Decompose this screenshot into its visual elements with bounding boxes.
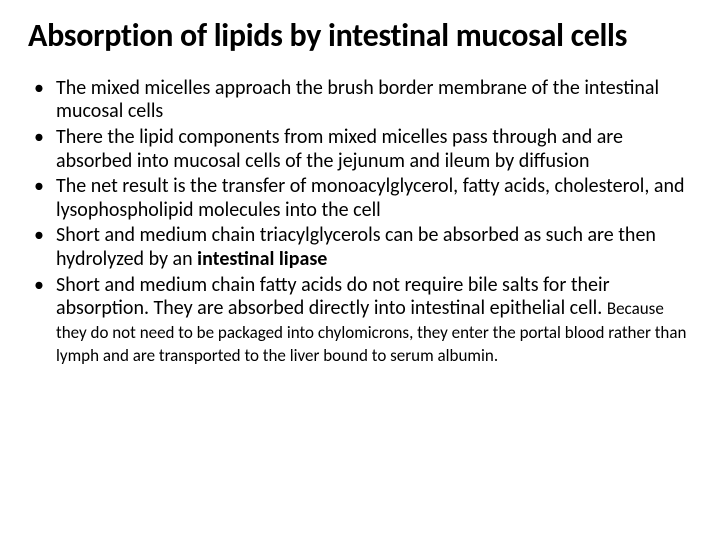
list-item: Short and medium chain triacylglycerols … bbox=[56, 224, 692, 271]
bullet-list: The mixed micelles approach the brush bo… bbox=[28, 77, 692, 368]
list-item: Short and medium chain fatty acids do no… bbox=[56, 274, 692, 368]
list-item: The net result is the transfer of monoac… bbox=[56, 175, 692, 222]
bullet-text: There the lipid components from mixed mi… bbox=[56, 125, 623, 173]
bullet-text-pre: Short and medium chain fatty acids do no… bbox=[56, 273, 610, 321]
bullet-text-pre: Short and medium chain triacylglycerols … bbox=[56, 223, 656, 271]
list-item: There the lipid components from mixed mi… bbox=[56, 126, 692, 173]
list-item: The mixed micelles approach the brush bo… bbox=[56, 77, 692, 124]
slide-title: Absorption of lipids by intestinal mucos… bbox=[28, 18, 692, 55]
bullet-text: The mixed micelles approach the brush bo… bbox=[56, 76, 659, 124]
slide-container: Absorption of lipids by intestinal mucos… bbox=[0, 0, 720, 540]
bullet-text-bold: intestinal lipase bbox=[197, 247, 327, 271]
bullet-text: The net result is the transfer of monoac… bbox=[56, 174, 685, 222]
